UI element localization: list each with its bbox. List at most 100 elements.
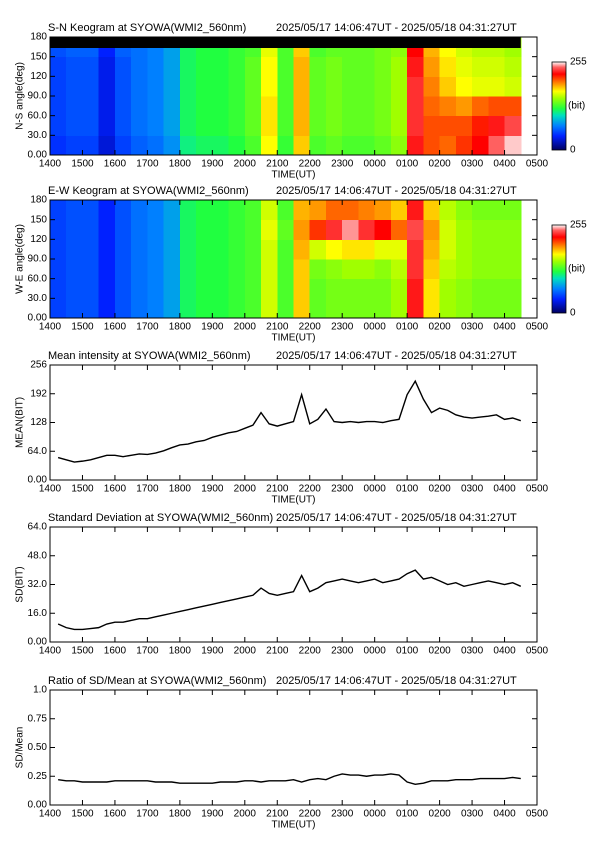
keogram-cell [488, 200, 506, 221]
keogram-cell [390, 200, 408, 221]
keogram-cell [212, 259, 230, 280]
x-tick-label: 2200 [299, 809, 322, 820]
keogram-cell [131, 219, 148, 240]
x-tick-label: 0300 [461, 809, 484, 820]
keogram-cell [439, 219, 457, 240]
keogram-cell [423, 135, 441, 156]
keogram-cell [50, 115, 67, 136]
keogram-cell [277, 200, 294, 221]
keogram-cell [261, 219, 278, 240]
keogram-cell [131, 96, 148, 117]
keogram-cell [179, 135, 197, 156]
x-tick-label: 1800 [169, 159, 192, 170]
x-tick-label: 1500 [71, 809, 94, 820]
keogram-cell [293, 96, 311, 117]
keogram-cell [472, 135, 489, 156]
y-tick-label: 30.0 [28, 293, 48, 304]
keogram-cell [293, 135, 311, 156]
keogram-cell [114, 135, 132, 156]
keogram-cell [98, 76, 116, 97]
keogram-cell [504, 135, 522, 156]
keogram-cell [147, 200, 165, 221]
keogram-cell [293, 115, 311, 136]
keogram-cell [50, 219, 67, 240]
keogram-cell [196, 135, 213, 156]
keogram-cell [212, 219, 230, 240]
keogram-cell [147, 115, 165, 136]
keogram-cell [342, 239, 359, 260]
keogram-cell [277, 115, 294, 136]
keogram-cell [98, 135, 116, 156]
x-tick-label: 1500 [71, 646, 94, 657]
x-tick-label: 2100 [266, 484, 289, 495]
x-tick-label: 1600 [104, 159, 127, 170]
colorbar [551, 61, 567, 151]
keogram-cell [293, 298, 311, 319]
keogram-cell [131, 135, 148, 156]
keogram-cell [228, 115, 246, 136]
y-tick-label: 30.0 [28, 130, 48, 141]
keogram-cell [50, 76, 67, 97]
colorbar-tick-label: 255 [570, 57, 587, 68]
keogram-cell [488, 259, 506, 280]
keogram-cell [358, 115, 376, 136]
keogram-cell [196, 200, 213, 221]
y-tick-label: 256 [30, 360, 47, 371]
keogram-cell [244, 259, 262, 280]
keogram-cell [293, 239, 311, 260]
keogram-cell [374, 259, 392, 280]
keogram-cell [131, 200, 148, 221]
colorbar-tick-label: 0 [570, 145, 576, 156]
keogram-cell [293, 56, 311, 77]
keogram-cell [163, 200, 181, 221]
x-tick-label: 0400 [493, 809, 516, 820]
keogram-cell [50, 96, 67, 117]
keogram-cell [472, 219, 489, 240]
keogram-cell [261, 96, 278, 117]
x-tick-label: 1700 [136, 322, 159, 333]
keogram-cell [293, 278, 311, 299]
keogram-cell [244, 115, 262, 136]
keogram-cell [228, 298, 246, 319]
keogram-cell [455, 298, 473, 319]
keogram-cell [423, 239, 441, 260]
keogram-cell [423, 56, 441, 77]
x-tick-label: 1400 [39, 484, 62, 495]
keogram-cell [358, 76, 376, 97]
keogram-cell [472, 298, 489, 319]
keogram-cell [342, 76, 359, 97]
keogram-cell [455, 96, 473, 117]
keogram-cell [244, 278, 262, 299]
x-tick-label: 0000 [364, 484, 387, 495]
keogram-cell [212, 200, 230, 221]
y-axis-label: W-E angle(deg) [15, 224, 26, 294]
keogram-cell [244, 200, 262, 221]
keogram-cell [66, 96, 83, 117]
keogram-cell [66, 239, 83, 260]
no-data-band [50, 37, 521, 48]
keogram-cell [309, 96, 327, 117]
keogram-cell [147, 278, 165, 299]
keogram-cell [358, 200, 376, 221]
keogram-cell [390, 76, 408, 97]
x-tick-label: 0100 [396, 159, 419, 170]
keogram-cell [66, 135, 83, 156]
x-tick-label: 1600 [104, 646, 127, 657]
keogram-cell [228, 239, 246, 260]
keogram-cell [407, 239, 424, 260]
x-tick-label: 0200 [428, 646, 451, 657]
keogram-cell [455, 115, 473, 136]
keogram-cell [82, 219, 100, 240]
keogram-cell [228, 76, 246, 97]
keogram-cell [163, 298, 181, 319]
keogram-cell [131, 259, 148, 280]
x-tick-label: 0300 [461, 484, 484, 495]
panel-subtitle: 2025/05/17 14:06:47UT - 2025/05/18 04:31… [276, 675, 517, 687]
y-tick-label: 0.25 [28, 771, 48, 782]
keogram-cell [163, 96, 181, 117]
x-tick-label: 2000 [234, 646, 257, 657]
keogram-cell [114, 298, 132, 319]
y-tick-label: 120 [30, 71, 47, 82]
x-tick-label: 0500 [526, 646, 549, 657]
